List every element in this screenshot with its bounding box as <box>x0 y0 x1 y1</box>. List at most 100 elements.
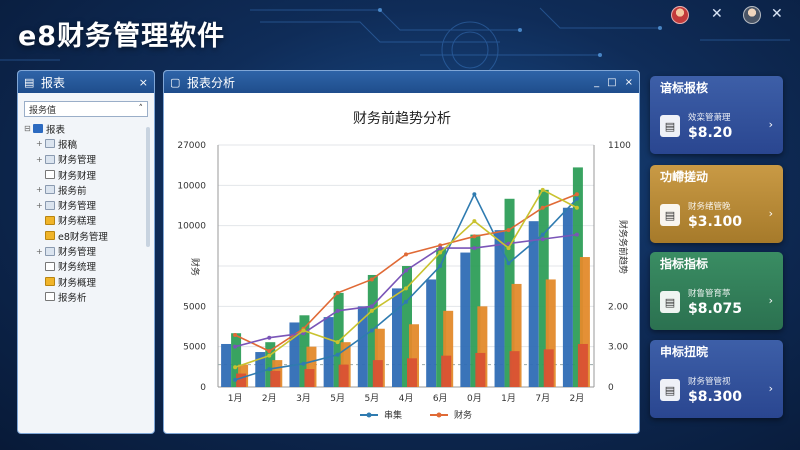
tree-item-label: 报务前 <box>58 185 87 197</box>
tree-filter-select[interactable]: 报务值 ˄ <box>24 101 148 117</box>
line-point <box>369 304 374 309</box>
bar <box>299 315 310 387</box>
bar <box>323 317 334 387</box>
line-point <box>574 196 579 201</box>
y-tick-label: 10000 <box>177 222 206 232</box>
line-point <box>438 246 443 251</box>
bar <box>443 310 454 387</box>
expand-icon[interactable]: + <box>36 246 43 256</box>
y2-tick-label: 2.00 <box>608 302 628 312</box>
bar <box>304 369 315 387</box>
minimize-button[interactable]: _ <box>594 76 600 88</box>
folder-icon <box>45 139 55 149</box>
folder-icon <box>45 200 55 210</box>
y2-axis-title: 财务务前趋势 <box>617 220 629 274</box>
bar <box>562 207 573 387</box>
chart-title: 财务前趋势分析 <box>353 110 451 127</box>
bar <box>221 343 232 387</box>
tree-item[interactable]: 报务析 <box>24 289 154 304</box>
card-subtitle: 财务管管视 <box>688 377 731 387</box>
window-header: ▢ 报表分析 _ □ × <box>164 71 639 93</box>
user-avatar-icon-2[interactable] <box>743 6 761 24</box>
chevron-right-icon[interactable]: › <box>768 382 773 395</box>
close-button[interactable]: × <box>624 76 633 88</box>
tree-item[interactable]: 财务概理 <box>24 274 154 289</box>
expand-icon[interactable]: + <box>36 139 43 149</box>
expand-icon[interactable]: ⊟ <box>24 124 31 134</box>
card-title: 申标扭晥 <box>660 345 709 359</box>
tree-item[interactable]: e8财务管理 <box>24 228 154 243</box>
tree-item[interactable]: + 财务管理 <box>24 243 154 258</box>
tree-item[interactable]: 财务统理 <box>24 259 154 274</box>
document-icon: ▤ <box>660 115 680 137</box>
y2-tick-label: 1100 <box>608 141 631 151</box>
tree-item[interactable]: 财务糕理 <box>24 213 154 228</box>
bar <box>255 352 266 387</box>
bar <box>477 306 488 387</box>
legend-marker <box>366 412 372 418</box>
window-controls: _ □ × <box>594 77 633 88</box>
line-point <box>404 299 408 304</box>
wallet-icon: ▤ <box>660 379 680 401</box>
maximize-button[interactable]: □ <box>607 76 617 88</box>
tree-item-label: 财务概理 <box>58 277 97 289</box>
legend-label: 财务 <box>454 409 472 421</box>
window-icon: ▢ <box>170 75 181 89</box>
summary-card[interactable]: 谙标报核 ▤ 效栾管萧理 $8.20 › <box>650 76 783 154</box>
bar <box>407 358 417 387</box>
close-icon[interactable]: × <box>138 75 148 89</box>
bar <box>374 328 385 387</box>
tree-item[interactable]: 财务财理 <box>24 167 154 182</box>
line-point <box>438 264 443 268</box>
line-point <box>540 205 545 210</box>
summary-card[interactable]: 指标指标 ▤ 财鲁管育葶 $8.075 › <box>650 252 783 330</box>
legend-marker <box>436 412 442 418</box>
line-point <box>574 192 579 197</box>
close-icon-2[interactable]: ✕ <box>771 6 783 22</box>
chevron-right-icon[interactable]: › <box>768 207 773 220</box>
line-point <box>301 361 306 366</box>
chart-icon: ▤ <box>660 204 680 226</box>
bar <box>231 333 242 387</box>
window-title: 报表分析 <box>187 75 236 90</box>
y-tick-label: 5000 <box>183 343 206 353</box>
expand-icon[interactable]: + <box>36 154 43 164</box>
y-tick-label: 27000 <box>177 141 206 151</box>
close-icon[interactable]: ✕ <box>711 6 723 22</box>
expand-icon[interactable]: + <box>36 185 43 195</box>
card-value: $8.20 <box>688 125 733 141</box>
bar <box>289 322 300 387</box>
line-point <box>404 286 408 291</box>
document-icon <box>45 261 55 271</box>
tree-item-label: 报表 <box>46 124 66 136</box>
tree-item[interactable]: + 报稿 <box>24 136 154 151</box>
tree-item[interactable]: + 财务管理 <box>24 152 154 167</box>
x-tick-label: 5月 <box>364 393 379 404</box>
tree-filter-value: 报务值 <box>29 105 57 116</box>
bar <box>470 234 481 387</box>
expand-icon[interactable]: + <box>36 200 43 210</box>
x-tick-label: 7月 <box>535 393 550 404</box>
tree-item[interactable]: + 财务管理 <box>24 197 154 212</box>
summary-card[interactable]: 功嵽搓动 ▤ 财务绪管晚 $3.100 › <box>650 165 783 243</box>
line-point <box>369 308 374 313</box>
bar <box>372 360 383 387</box>
tree-item[interactable]: ⊟ 报表 <box>24 121 154 136</box>
line-point <box>404 252 408 257</box>
chevron-right-icon[interactable]: › <box>768 294 773 307</box>
y-tick-label: 5000 <box>183 302 206 312</box>
line-point <box>506 246 511 251</box>
card-title: 指标指标 <box>660 257 709 271</box>
chevron-right-icon[interactable]: › <box>768 118 773 131</box>
card-title: 功嵽搓动 <box>660 170 709 184</box>
bar <box>572 167 583 387</box>
summary-card[interactable]: 申标扭晥 ▤ 财务管管视 $8.300 › <box>650 340 783 418</box>
user-avatar-icon[interactable] <box>671 6 689 24</box>
tree-scrollbar[interactable] <box>146 127 150 247</box>
tree-item[interactable]: + 报务前 <box>24 182 154 197</box>
bar <box>436 248 447 387</box>
line-point <box>335 352 340 357</box>
bar <box>357 306 368 387</box>
bar <box>402 266 412 387</box>
bar <box>338 364 349 387</box>
